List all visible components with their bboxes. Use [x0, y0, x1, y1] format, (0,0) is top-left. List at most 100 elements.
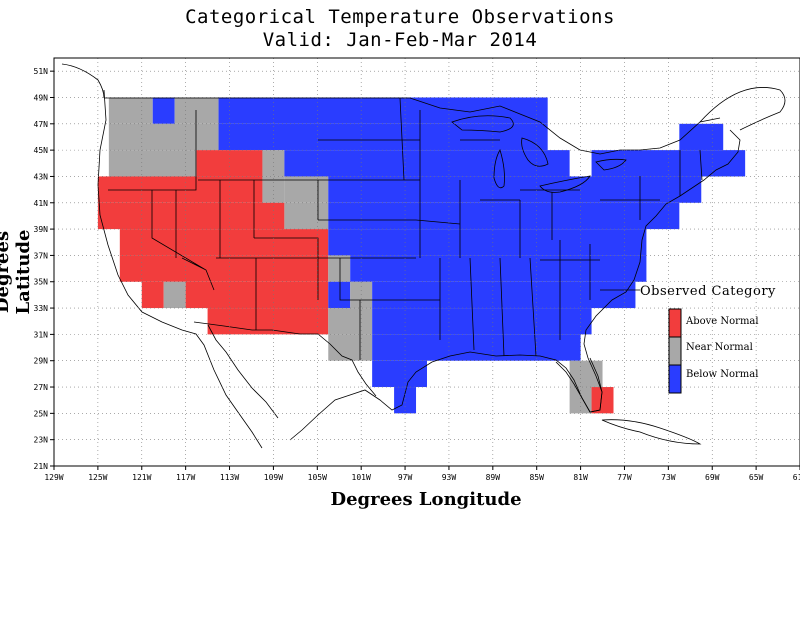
x-axis-label: Degrees Longitude: [330, 489, 522, 510]
category-cell: [152, 97, 175, 124]
x-tick-label: 109W: [264, 473, 283, 482]
lake-ontario: [595, 158, 627, 171]
legend-swatch-near: [668, 336, 682, 366]
y-tick-label: 41N: [34, 199, 49, 208]
coastline-nw: [61, 63, 105, 99]
x-tick-label: 73W: [661, 473, 676, 482]
category-cell: [284, 176, 329, 203]
coastline-ne: [699, 87, 786, 131]
florida: [555, 357, 603, 413]
y-tick-label: 23N: [34, 436, 49, 445]
category-cell: [591, 387, 614, 414]
category-cell: [569, 360, 603, 388]
x-tick-label: 93W: [442, 473, 457, 482]
x-tick-label: 105W: [308, 473, 327, 482]
x-tick-label: 69W: [705, 473, 720, 482]
category-cell: [394, 387, 417, 414]
x-tick-label: 85W: [529, 473, 544, 482]
category-cell: [284, 202, 329, 230]
y-tick-label: 39N: [34, 225, 49, 234]
x-tick-label: 101W: [352, 473, 371, 482]
y-tick-label: 49N: [34, 93, 49, 102]
category-cell: [372, 281, 636, 309]
category-cell: [569, 387, 592, 414]
y-tick-label: 35N: [34, 278, 49, 287]
lake-erie: [539, 175, 591, 193]
category-cell: [108, 123, 219, 151]
category-cell: [218, 97, 548, 124]
category-cell: [218, 123, 548, 151]
category-cell: [284, 150, 570, 177]
category-cell: [679, 123, 724, 151]
category-cell: [328, 202, 680, 230]
category-cell: [185, 281, 329, 309]
y-tick-label: 51N: [34, 67, 49, 76]
y-tick-label: 33N: [34, 304, 49, 313]
category-cell: [372, 334, 581, 361]
y-tick-label: 43N: [34, 172, 49, 181]
lake-superior: [451, 115, 514, 133]
border-canada: [104, 97, 721, 155]
legend-label-above: Above Normal: [686, 316, 759, 327]
x-tick-label: 81W: [573, 473, 588, 482]
category-cell: [328, 334, 373, 361]
y-tick-label: 37N: [34, 251, 49, 260]
category-cell: [207, 308, 329, 335]
category-cell: [328, 308, 373, 335]
category-cell: [108, 150, 197, 177]
y-tick-label: 45N: [34, 146, 49, 155]
x-tick-label: 113W: [220, 473, 239, 482]
map-subtitle: Valid: Jan-Feb-Mar 2014: [262, 29, 538, 51]
legend-title: Observed Category: [640, 284, 776, 299]
category-cell: [97, 202, 285, 230]
y-tick-label: 47N: [34, 120, 49, 129]
category-cell: [119, 229, 329, 256]
x-tick-label: 61W: [793, 473, 800, 482]
category-cell: [328, 229, 647, 256]
state-lines: [108, 97, 703, 360]
category-cell: [350, 255, 647, 282]
category-cell: [119, 255, 329, 282]
category-cell: [262, 150, 285, 177]
x-tick-label: 77W: [617, 473, 632, 482]
legend-swatches: [668, 308, 682, 394]
x-tick-label: 129W: [44, 473, 63, 482]
y-tick-labels: 21N 23N 25N 27N 29N 31N 33N 35N 37N 39N 41N 43N 45N 4…: [34, 67, 54, 471]
category-cell: [262, 176, 285, 203]
category-cell: [372, 308, 592, 335]
border-mexico: [193, 321, 377, 397]
y-tick-label: 21N: [34, 462, 49, 471]
category-cell: [328, 176, 702, 203]
category-cell: [328, 281, 351, 309]
legend-label-near: Near Normal: [686, 342, 753, 353]
y-tick-label: 25N: [34, 409, 49, 418]
coastline-west: [97, 89, 263, 449]
grid-lines: [54, 58, 800, 466]
lake-michigan: [493, 149, 505, 189]
map-title: Categorical Temperature Observations: [185, 6, 615, 28]
cuba: [601, 419, 702, 445]
x-tick-label: 125W: [88, 473, 107, 482]
x-tick-label: 65W: [749, 473, 764, 482]
category-cell: [141, 281, 164, 309]
y-tick-label: 29N: [34, 357, 49, 366]
x-tick-label: 121W: [132, 473, 151, 482]
x-tick-label: 97W: [398, 473, 413, 482]
category-cell: [163, 281, 186, 309]
y-tick-label: 27N: [34, 383, 49, 392]
coastline-baja: [207, 324, 279, 419]
y-tick-label: 31N: [34, 330, 49, 339]
category-cell: [328, 255, 351, 282]
legend-swatch-above: [668, 308, 682, 338]
x-tick-labels: 129W 125W 121W 117W 113W 109W 105W 101W 97W 93W 89…: [44, 466, 800, 482]
legend-swatch-below: [668, 364, 682, 394]
x-tick-label: 89W: [486, 473, 501, 482]
x-tick-label: 117W: [176, 473, 195, 482]
state-outlines: [61, 63, 786, 449]
category-cell: [108, 97, 153, 124]
plot-frame: [53, 57, 800, 467]
legend-label-below: Below Normal: [686, 369, 759, 380]
category-cell: [372, 360, 427, 388]
category-cell: [174, 97, 219, 124]
